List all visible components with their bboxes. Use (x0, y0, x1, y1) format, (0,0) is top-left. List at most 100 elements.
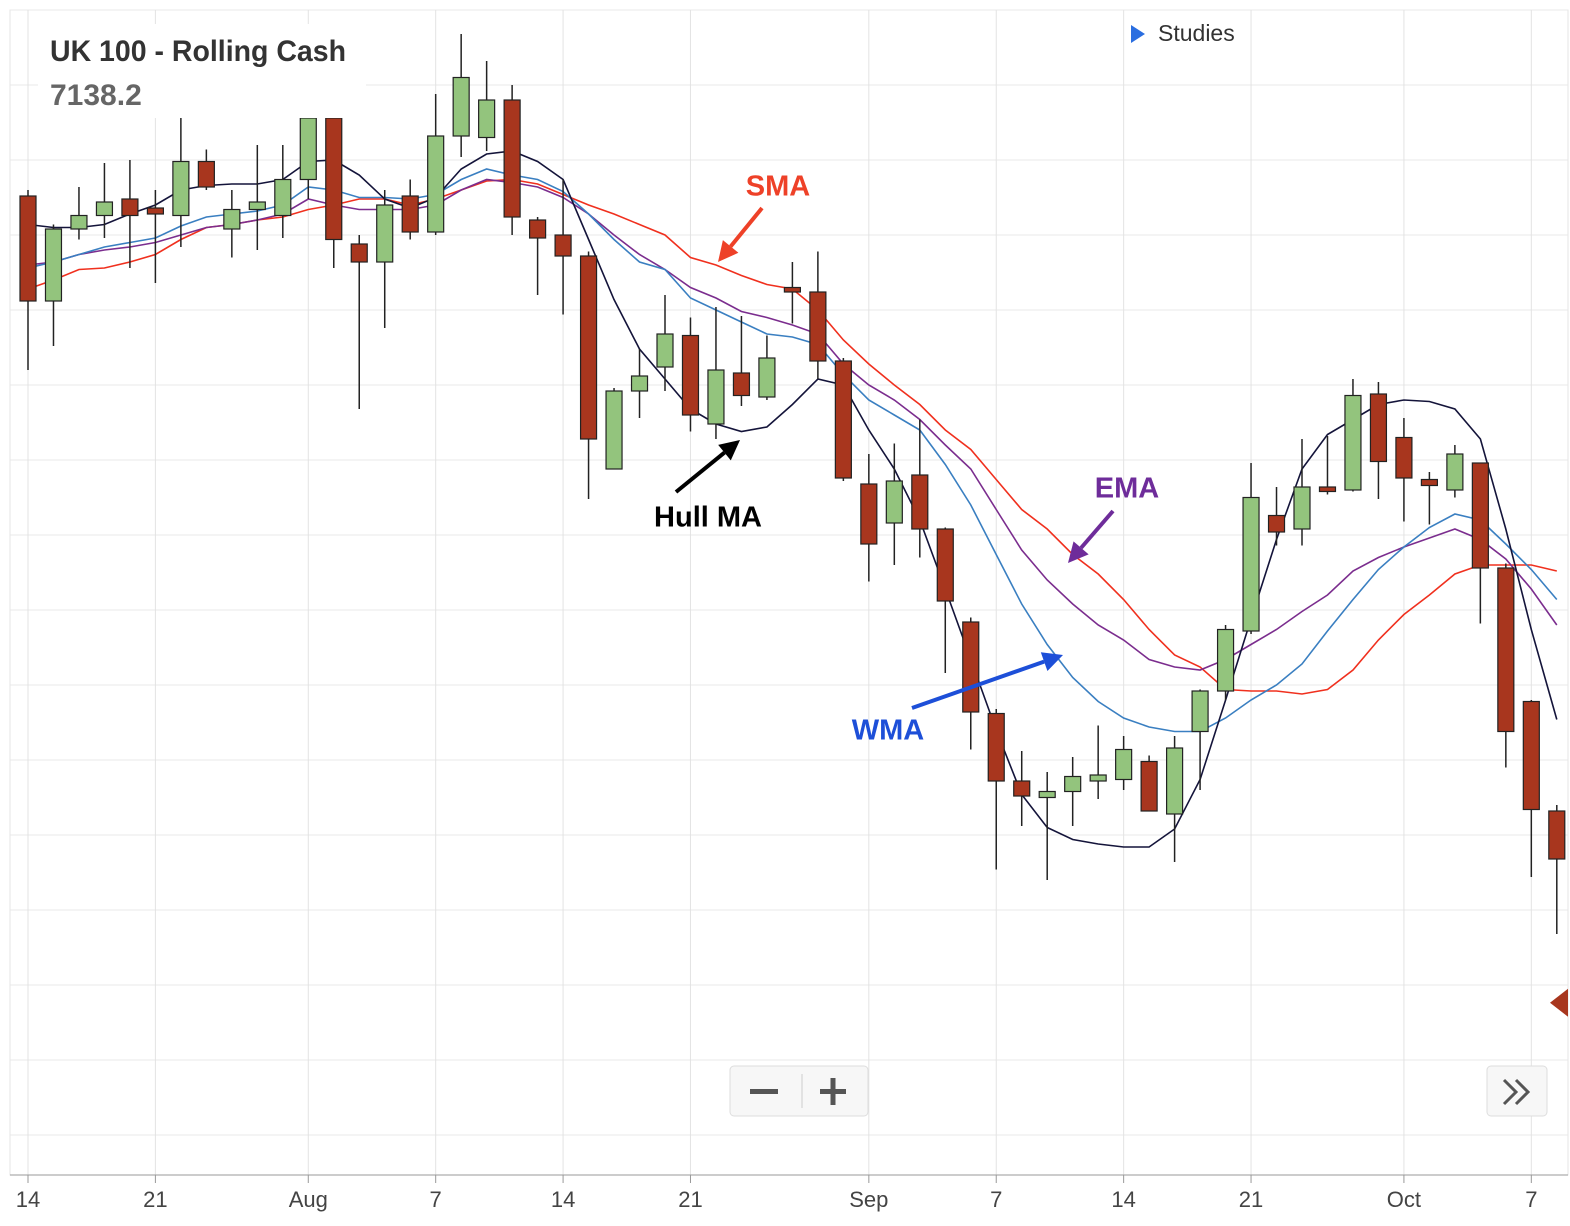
annotation-arrow-head (1068, 541, 1089, 563)
candle-body (1165, 747, 1184, 815)
candle-body (1013, 780, 1031, 797)
candle-body (1420, 478, 1439, 487)
candle-body (936, 528, 954, 602)
candle-body (376, 204, 394, 263)
candle-body (758, 357, 776, 398)
zoom-in-button[interactable] (820, 1078, 846, 1105)
annotation-arrow-head (718, 240, 739, 262)
candle-body (579, 255, 598, 440)
candle-body (299, 117, 317, 181)
candle-body (1471, 462, 1489, 569)
candle-body (1115, 748, 1133, 781)
candle-body (70, 214, 88, 230)
candle-body (987, 712, 1005, 782)
candle-body (834, 360, 852, 479)
annotation-arrow-shaft (911, 659, 1045, 710)
candle-body (1038, 790, 1056, 799)
candle-body (656, 333, 674, 368)
candle-body (1216, 628, 1235, 692)
last-price: 7138.2 (50, 79, 142, 112)
title-box (38, 24, 366, 118)
x-tick-label: 14 (1111, 1187, 1135, 1212)
candle-body (860, 483, 878, 545)
candle-body (1267, 514, 1286, 533)
candle-body (1318, 486, 1337, 493)
candle-body (554, 234, 572, 257)
candle-body (503, 99, 521, 218)
candle-body (44, 228, 63, 302)
annotation-label: WMA (852, 715, 925, 747)
annotation-arrow-shaft (1079, 509, 1115, 550)
annotation-arrow-head (1040, 652, 1063, 672)
candle-body (1548, 810, 1566, 860)
candle-body (1242, 496, 1260, 632)
candle-body (146, 207, 164, 215)
last-price-marker (1550, 988, 1568, 1017)
candle-body (172, 160, 190, 217)
candle-body (681, 334, 700, 416)
studies-label[interactable]: Studies (1158, 20, 1235, 46)
annotation-label: SMA (746, 171, 811, 203)
zoom-out-button[interactable] (750, 1089, 778, 1094)
annotation-label: EMA (1095, 473, 1160, 505)
candle-body (783, 286, 802, 293)
candle-body (1497, 567, 1515, 733)
x-tick-label: 7 (1525, 1187, 1537, 1212)
candle-body (605, 390, 623, 470)
candle-body (962, 621, 980, 713)
candle-body (732, 372, 751, 397)
candle-body (1191, 690, 1209, 733)
candle-body (452, 76, 470, 137)
candle-body (630, 375, 649, 392)
annotations: SMA EMA WMA Hull MA (654, 171, 1159, 747)
candle-body (197, 160, 215, 188)
plot-frame (9, 9, 1569, 1176)
scroll-button[interactable] (1486, 1065, 1548, 1117)
x-tick-label: 14 (551, 1187, 575, 1212)
candle-body (1446, 453, 1464, 491)
candle-body (528, 219, 547, 239)
candle-body (1140, 760, 1158, 812)
candle-body (1064, 775, 1082, 793)
candle-body (1344, 394, 1362, 491)
candle-body (19, 195, 37, 302)
candle-body (707, 369, 725, 425)
x-tick-label: Sep (849, 1187, 888, 1212)
zoom-controls (729, 1065, 869, 1117)
x-tick-label: 7 (990, 1187, 1002, 1212)
candle-body (121, 198, 139, 217)
candle-body (274, 178, 292, 217)
candle-body (885, 480, 903, 524)
candle-body (1395, 436, 1413, 479)
studies-icon (1131, 25, 1145, 43)
x-tick-label: 7 (430, 1187, 442, 1212)
candle-body (1522, 700, 1540, 811)
annotation-arrow-head (718, 440, 740, 461)
candle-body (1369, 393, 1388, 463)
x-tick-label: Aug (289, 1187, 328, 1212)
scroll-icon (1502, 1078, 1531, 1106)
candle-body (223, 208, 241, 230)
candle-body (478, 99, 496, 139)
candle-body (350, 243, 368, 263)
chart-title: UK 100 - Rolling Cash (50, 35, 346, 68)
candle-body (427, 135, 445, 233)
annotation-label: Hull MA (654, 502, 762, 534)
candle-body (95, 201, 114, 217)
candle-body (325, 117, 343, 241)
candle-body (809, 291, 827, 362)
x-tick-label: 21 (143, 1187, 167, 1212)
candle-body (1089, 774, 1107, 782)
x-tick-label: Oct (1387, 1187, 1421, 1212)
candle-body (248, 201, 266, 211)
x-tick-label: 21 (1239, 1187, 1263, 1212)
candles (19, 34, 1566, 934)
studies-button[interactable]: Studies (1131, 20, 1235, 46)
x-tick-label: 14 (16, 1187, 40, 1212)
annotation-arrow-shaft (674, 451, 726, 494)
candle-body (911, 474, 929, 530)
candle-body (401, 195, 419, 233)
annotation-arrow-shaft (729, 206, 764, 248)
candle-body (1293, 486, 1311, 530)
